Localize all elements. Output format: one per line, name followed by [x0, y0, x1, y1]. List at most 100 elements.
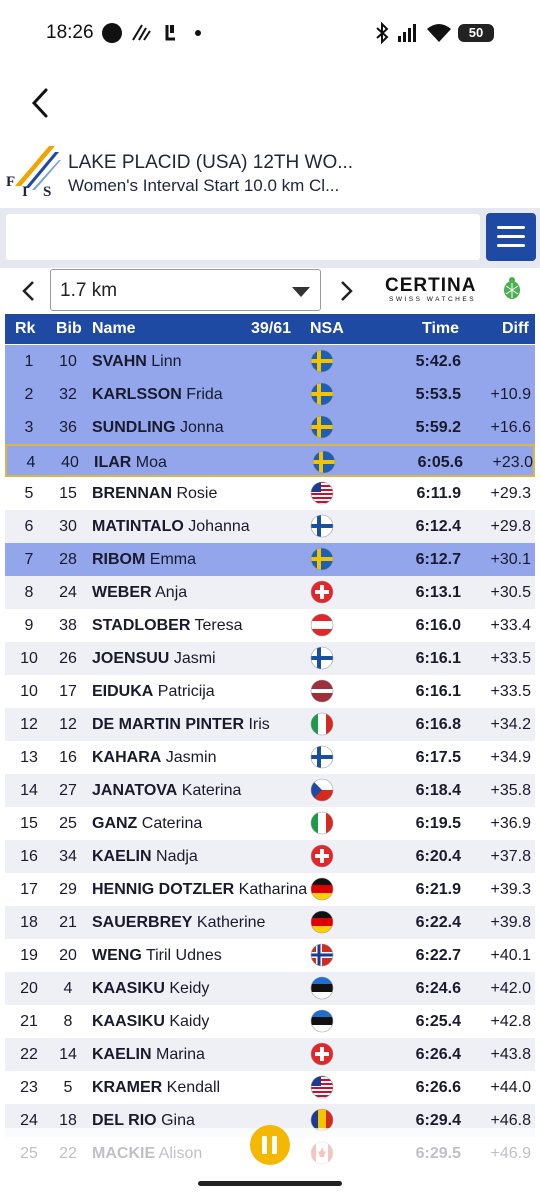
split-dropdown[interactable]: 1.7 km	[50, 269, 321, 311]
athlete-name-cell[interactable]: HENNIG DOTZLER Katharina	[92, 881, 307, 899]
bib-cell: 21	[59, 914, 77, 931]
chevron-down-icon	[292, 287, 310, 297]
bib-cell: 26	[59, 650, 77, 667]
header-name[interactable]: Name	[92, 320, 136, 337]
table-row[interactable]: 21 8 KAASIKU Kaidy 6:25.4 +42.8	[5, 1005, 535, 1038]
header-nsa[interactable]: NSA	[310, 320, 344, 337]
certina-logo: CERTINA SWISS WATCHES	[385, 275, 525, 305]
fis-logo: F I S	[6, 146, 61, 200]
diff-cell: +33.4	[490, 617, 531, 634]
flag-swe-icon	[312, 450, 336, 479]
athlete-first-name: Jasmin	[165, 749, 217, 766]
athlete-name-cell[interactable]: KRAMER Kendall	[92, 1079, 220, 1097]
header-rank[interactable]: Rk	[15, 320, 36, 337]
flag-ita-icon	[310, 811, 334, 840]
table-row[interactable]: 10 17 EIDUKA Patricija 6:16.1 +33.5	[5, 675, 535, 708]
table-row[interactable]: 2 32 KARLSSON Frida 5:53.5 +10.9	[5, 378, 535, 411]
table-row[interactable]: 23 5 KRAMER Kendall 6:26.6 +44.0	[5, 1071, 535, 1104]
rank-cell: 15	[20, 815, 38, 832]
athlete-name-cell[interactable]: SAUERBREY Katherine	[92, 914, 265, 932]
time-cell: 6:26.4	[415, 1046, 461, 1063]
athlete-last-name: HENNIG DOTZLER	[92, 881, 235, 898]
table-row[interactable]: 12 12 DE MARTIN PINTER Iris 6:16.8 +34.2	[5, 708, 535, 741]
table-row[interactable]: 13 16 KAHARA Jasmin 6:17.5 +34.9	[5, 741, 535, 774]
menu-button[interactable]	[486, 213, 536, 261]
athlete-last-name: SUNDLING	[92, 419, 176, 436]
athlete-last-name: KARLSSON	[92, 386, 182, 403]
athlete-name-cell[interactable]: ILAR Moa	[94, 454, 167, 472]
athlete-name-cell[interactable]: JOENSUU Jasmi	[92, 650, 216, 668]
table-row[interactable]: 19 20 WENG Tiril Udnes 6:22.7 +40.1	[5, 939, 535, 972]
diff-cell: +33.5	[490, 650, 531, 667]
bib-cell: 17	[59, 683, 77, 700]
athlete-name-cell[interactable]: SUNDLING Jonna	[92, 419, 224, 437]
table-row[interactable]: 3 36 SUNDLING Jonna 5:59.2 +16.6	[5, 411, 535, 444]
table-row[interactable]: 7 28 RIBOM Emma 6:12.7 +30.1	[5, 543, 535, 576]
pause-button[interactable]	[250, 1125, 290, 1165]
signal-icon	[398, 24, 416, 42]
athlete-name-cell[interactable]: KAHARA Jasmin	[92, 749, 216, 767]
bib-cell: 4	[63, 980, 73, 997]
athlete-name-cell[interactable]: STADLOBER Teresa	[92, 617, 243, 635]
table-row[interactable]: 10 26 JOENSUU Jasmi 6:16.1 +33.5	[5, 642, 535, 675]
time-cell: 6:16.1	[415, 650, 461, 667]
athlete-name-cell[interactable]: GANZ Caterina	[92, 815, 202, 833]
athlete-name-cell[interactable]: WEBER Anja	[92, 584, 187, 602]
athlete-name-cell[interactable]: SVAHN Linn	[92, 353, 182, 371]
athlete-name-cell[interactable]: KAASIKU Kaidy	[92, 1013, 209, 1031]
athlete-last-name: STADLOBER	[92, 617, 191, 634]
athlete-name-cell[interactable]: WENG Tiril Udnes	[92, 947, 222, 965]
diff-cell: +43.8	[490, 1046, 531, 1063]
table-row[interactable]: 5 15 BRENNAN Rosie 6:11.9 +29.3	[5, 477, 535, 510]
table-row[interactable]: 17 29 HENNIG DOTZLER Katharina 6:21.9 +39.3	[5, 873, 535, 906]
sponsor-brand: CERTINA	[385, 275, 477, 296]
athlete-first-name: Kaidy	[169, 1013, 210, 1030]
time-cell: 6:11.9	[416, 485, 461, 502]
time-cell: 6:20.4	[415, 848, 461, 865]
back-arrow-icon[interactable]	[26, 86, 56, 120]
athlete-last-name: WEBER	[92, 584, 152, 601]
home-indicator[interactable]	[198, 1181, 342, 1186]
search-input[interactable]	[6, 214, 480, 260]
flag-sui-icon	[310, 844, 334, 873]
table-row[interactable]: 18 21 SAUERBREY Katherine 6:22.4 +39.8	[5, 906, 535, 939]
athlete-name-cell[interactable]: MATINTALO Johanna	[92, 518, 250, 536]
table-row[interactable]: 8 24 WEBER Anja 6:13.1 +30.5	[5, 576, 535, 609]
athlete-first-name: Katerina	[181, 782, 242, 799]
time-cell: 6:22.7	[415, 947, 461, 964]
next-split-icon[interactable]	[334, 278, 358, 304]
athlete-name-cell[interactable]: RIBOM Emma	[92, 551, 196, 569]
table-row[interactable]: 6 30 MATINTALO Johanna 6:12.4 +29.8	[5, 510, 535, 543]
header-diff[interactable]: Diff	[502, 320, 529, 337]
athlete-name-cell[interactable]: EIDUKA Patricija	[92, 683, 215, 701]
athlete-name-cell[interactable]: JANATOVA Katerina	[92, 782, 241, 800]
athlete-name-cell[interactable]: KAASIKU Keidy	[92, 980, 209, 998]
diff-cell: +33.5	[490, 683, 531, 700]
athlete-name-cell[interactable]: KAELIN Marina	[92, 1046, 205, 1064]
table-row[interactable]: 22 14 KAELIN Marina 6:26.4 +43.8	[5, 1038, 535, 1071]
diff-cell: +42.8	[490, 1013, 531, 1030]
time-cell: 6:17.5	[415, 749, 461, 766]
table-row[interactable]: 16 34 KAELIN Nadja 6:20.4 +37.8	[5, 840, 535, 873]
table-row[interactable]: 15 25 GANZ Caterina 6:19.5 +36.9	[5, 807, 535, 840]
table-row[interactable]: 20 4 KAASIKU Keidy 6:24.6 +42.0	[5, 972, 535, 1005]
table-row[interactable]: 4 40 ILAR Moa 6:05.6 +23.0	[5, 444, 535, 477]
diff-cell: +10.9	[490, 386, 531, 403]
athlete-name-cell[interactable]: DE MARTIN PINTER Iris	[92, 716, 270, 734]
athlete-name-cell[interactable]: KARLSSON Frida	[92, 386, 223, 404]
header-time[interactable]: Time	[422, 320, 460, 337]
athlete-name-cell[interactable]: DEL RIO Gina	[92, 1112, 195, 1130]
table-row[interactable]: 14 27 JANATOVA Katerina 6:18.4 +35.8	[5, 774, 535, 807]
previous-split-icon[interactable]	[17, 278, 41, 304]
flag-usa-icon	[310, 481, 334, 510]
athlete-first-name: Linn	[151, 353, 182, 370]
athlete-name-cell[interactable]: BRENNAN Rosie	[92, 485, 217, 503]
athlete-name-cell[interactable]: KAELIN Nadja	[92, 848, 198, 866]
table-row[interactable]: 9 38 STADLOBER Teresa 6:16.0 +33.4	[5, 609, 535, 642]
notification-dot-icon	[102, 23, 122, 43]
table-row[interactable]: 1 10 SVAHN Linn 5:42.6	[5, 345, 535, 378]
athlete-last-name: KAELIN	[92, 1046, 152, 1063]
flag-swe-icon	[310, 349, 334, 378]
header-bib[interactable]: Bib	[56, 320, 82, 337]
